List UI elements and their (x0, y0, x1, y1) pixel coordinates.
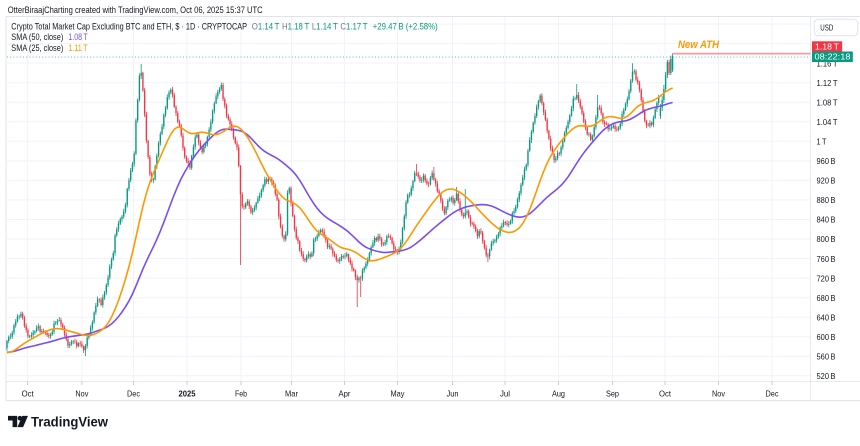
svg-text:2025: 2025 (179, 388, 196, 398)
svg-text:640 B: 640 B (817, 312, 836, 322)
svg-text:720 B: 720 B (817, 273, 836, 283)
svg-text:Crypto Total Market Cap Exclud: Crypto Total Market Cap Excluding BTC an… (11, 22, 247, 32)
svg-text:Jun: Jun (447, 388, 459, 398)
svg-text:OtterBiraajCharting created wi: OtterBiraajCharting created with Trading… (8, 5, 263, 15)
svg-text:08:22:18: 08:22:18 (815, 52, 851, 62)
svg-text:1.18 T: 1.18 T (815, 41, 840, 51)
svg-text:May: May (391, 388, 406, 398)
svg-text:Dec: Dec (766, 388, 780, 398)
svg-text:680 B: 680 B (817, 293, 836, 303)
svg-text:O1.14 TH1.18 TL1.14 TC1.17 T+2: O1.14 TH1.18 TL1.14 TC1.17 T +29.47 B (+2… (252, 22, 438, 32)
svg-text:1.12 T: 1.12 T (817, 78, 839, 88)
svg-text:SMA (50, close): SMA (50, close) (11, 32, 63, 42)
svg-text:1.16 T: 1.16 T (817, 58, 839, 68)
svg-text:920 B: 920 B (817, 176, 836, 186)
svg-text:1.11 T: 1.11 T (68, 43, 88, 53)
svg-text:Dec: Dec (127, 388, 141, 398)
svg-text:600 B: 600 B (817, 332, 836, 342)
svg-text:Oct: Oct (22, 388, 35, 398)
svg-text:1.04 T: 1.04 T (817, 117, 839, 127)
svg-text:Oct: Oct (659, 388, 672, 398)
svg-text:Mar: Mar (285, 388, 298, 398)
svg-text:SMA (25, close): SMA (25, close) (11, 43, 63, 53)
svg-text:760 B: 760 B (817, 254, 836, 264)
svg-text:1.08 T: 1.08 T (817, 97, 839, 107)
svg-text:560 B: 560 B (817, 352, 836, 362)
svg-text:Feb: Feb (235, 388, 247, 398)
svg-text:520 B: 520 B (817, 371, 836, 381)
svg-text:800 B: 800 B (817, 234, 836, 244)
svg-text:Apr: Apr (339, 388, 351, 398)
svg-text:Sep: Sep (606, 388, 619, 398)
svg-text:Aug: Aug (552, 388, 565, 398)
svg-text:880 B: 880 B (817, 195, 836, 205)
svg-text:960 B: 960 B (817, 156, 836, 166)
svg-text:1 T: 1 T (817, 137, 828, 147)
svg-text:1.08 T: 1.08 T (68, 32, 88, 42)
svg-text:USD: USD (820, 22, 833, 32)
svg-text:TradingView: TradingView (31, 413, 108, 429)
svg-text:Jul: Jul (500, 388, 510, 398)
svg-text:New ATH: New ATH (678, 39, 720, 51)
svg-text:840 B: 840 B (817, 215, 836, 225)
svg-text:Nov: Nov (712, 388, 726, 398)
svg-text:Nov: Nov (75, 388, 89, 398)
